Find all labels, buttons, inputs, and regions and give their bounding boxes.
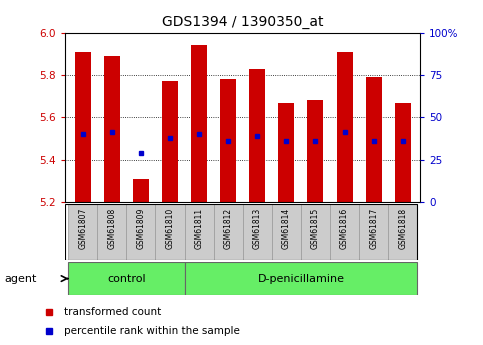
Bar — [127, 204, 156, 260]
Bar — [366, 77, 382, 202]
Bar — [337, 52, 353, 202]
Bar — [75, 52, 91, 202]
Bar — [68, 204, 97, 260]
Text: GSM61815: GSM61815 — [311, 208, 320, 249]
Bar — [243, 204, 272, 260]
Text: GSM61817: GSM61817 — [369, 208, 378, 249]
Bar — [272, 204, 301, 260]
Bar — [213, 204, 243, 260]
Bar — [156, 204, 185, 260]
Text: GSM61816: GSM61816 — [340, 208, 349, 249]
Text: GSM61808: GSM61808 — [107, 208, 116, 249]
Text: control: control — [107, 274, 146, 284]
Bar — [301, 204, 330, 260]
Text: GSM61813: GSM61813 — [253, 208, 262, 249]
Bar — [220, 79, 236, 202]
Bar — [359, 204, 388, 260]
Text: transformed count: transformed count — [64, 307, 161, 317]
Text: GSM61814: GSM61814 — [282, 208, 291, 249]
Bar — [388, 204, 417, 260]
Bar — [308, 100, 324, 202]
Bar — [330, 204, 359, 260]
Bar — [104, 56, 120, 202]
Bar — [68, 262, 185, 295]
Bar — [249, 69, 265, 202]
Text: GSM61810: GSM61810 — [166, 208, 174, 249]
Bar — [185, 262, 417, 295]
Text: D-penicillamine: D-penicillamine — [257, 274, 344, 284]
Bar — [185, 204, 213, 260]
Text: GSM61809: GSM61809 — [136, 208, 145, 249]
Text: GSM61812: GSM61812 — [224, 208, 233, 249]
Bar — [395, 102, 411, 202]
Title: GDS1394 / 1390350_at: GDS1394 / 1390350_at — [162, 15, 324, 29]
Bar — [97, 204, 127, 260]
Text: percentile rank within the sample: percentile rank within the sample — [64, 326, 240, 336]
Bar — [278, 102, 294, 202]
Bar — [133, 179, 149, 202]
Text: agent: agent — [5, 274, 37, 284]
Bar — [191, 46, 207, 202]
Text: GSM61807: GSM61807 — [78, 208, 87, 249]
Bar — [162, 81, 178, 202]
Text: GSM61818: GSM61818 — [398, 208, 407, 249]
Text: GSM61811: GSM61811 — [195, 208, 203, 249]
